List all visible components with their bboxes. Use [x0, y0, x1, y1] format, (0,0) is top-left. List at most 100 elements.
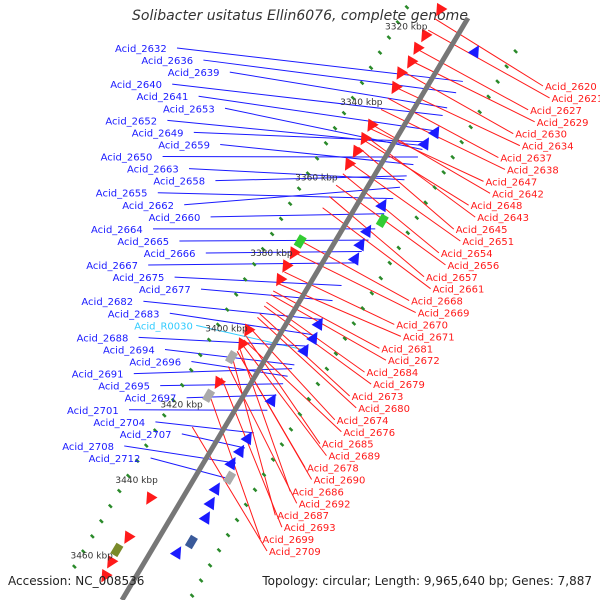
gene-block[interactable]: [224, 349, 239, 365]
gene-arrow[interactable]: [353, 238, 365, 252]
gene-label-right[interactable]: Acid_2676: [343, 428, 395, 439]
gene-label-left[interactable]: Acid_2641: [137, 92, 189, 103]
gene-label-left[interactable]: Acid_2662: [122, 201, 174, 212]
gene-arrow[interactable]: [375, 198, 387, 213]
gene-label-right[interactable]: Acid_2692: [299, 499, 351, 510]
gene-arrow[interactable]: [124, 530, 136, 544]
gene-arrow[interactable]: [352, 144, 364, 158]
gene-label-right[interactable]: Acid_2689: [328, 452, 380, 463]
gene-block[interactable]: [202, 388, 216, 403]
gene-label-left[interactable]: Acid_2663: [127, 165, 179, 176]
gene-arrow[interactable]: [396, 66, 408, 80]
gene-arrow[interactable]: [297, 343, 309, 358]
gene-label-left[interactable]: Acid_2691: [72, 370, 124, 381]
gene-arrow[interactable]: [344, 157, 357, 171]
gene-label-right[interactable]: Acid_2693: [284, 523, 336, 534]
gene-label-left[interactable]: Acid_2659: [158, 140, 210, 151]
gene-arrow[interactable]: [347, 252, 360, 266]
gene-arrow[interactable]: [264, 393, 276, 408]
gene-label-right[interactable]: Acid_2680: [358, 404, 410, 415]
gene-label-left[interactable]: Acid_2632: [115, 44, 167, 55]
gene-label-left[interactable]: Acid_2708: [62, 442, 114, 453]
gene-arrow[interactable]: [360, 224, 372, 238]
gene-label-right[interactable]: Acid_2661: [433, 285, 485, 296]
gene-label-right[interactable]: Acid_2630: [515, 130, 567, 141]
gene-label-left[interactable]: Acid_2649: [132, 128, 184, 139]
gene-label-right[interactable]: Acid_2637: [500, 154, 552, 165]
gene-label-left[interactable]: Acid_R0030: [134, 321, 193, 332]
gene-label-right[interactable]: Acid_2621: [552, 94, 600, 105]
gene-label-right[interactable]: Acid_2648: [471, 201, 523, 212]
gene-arrow[interactable]: [198, 511, 210, 525]
gene-label-left[interactable]: Acid_2664: [91, 225, 143, 236]
gene-label-right[interactable]: Acid_2684: [367, 368, 419, 379]
gene-label-left[interactable]: Acid_2650: [101, 153, 153, 164]
gene-arrow[interactable]: [391, 80, 403, 95]
gene-arrow[interactable]: [467, 45, 479, 59]
gene-label-left[interactable]: Acid_2694: [103, 345, 155, 356]
gene-label-right[interactable]: Acid_2642: [492, 189, 544, 200]
gene-label-right[interactable]: Acid_2670: [396, 320, 448, 331]
gene-label-right[interactable]: Acid_2686: [292, 487, 344, 498]
gene-label-right[interactable]: Acid_2620: [545, 82, 597, 93]
gene-arrow[interactable]: [101, 569, 113, 583]
gene-label-right[interactable]: Acid_2643: [477, 213, 529, 224]
gene-label-right[interactable]: Acid_2669: [418, 309, 470, 320]
gene-arrow[interactable]: [360, 131, 372, 146]
gene-block[interactable]: [110, 542, 124, 558]
gene-label-right[interactable]: Acid_2678: [307, 464, 359, 475]
gene-label-right[interactable]: Acid_2672: [388, 356, 440, 367]
gene-arrow[interactable]: [240, 431, 252, 446]
gene-arrow[interactable]: [232, 444, 245, 459]
gene-label-left[interactable]: Acid_2701: [67, 406, 119, 417]
gene-arrow[interactable]: [208, 482, 220, 496]
gene-arrow[interactable]: [428, 125, 440, 140]
gene-arrow[interactable]: [238, 337, 250, 351]
gene-label-right[interactable]: Acid_2685: [322, 440, 374, 451]
gene-label-right[interactable]: Acid_2671: [403, 332, 455, 343]
gene-label-left[interactable]: Acid_2677: [139, 285, 191, 296]
gene-label-right[interactable]: Acid_2657: [426, 273, 478, 284]
gene-label-left[interactable]: Acid_2683: [108, 309, 160, 320]
gene-block[interactable]: [223, 470, 237, 486]
gene-arrow[interactable]: [413, 41, 425, 55]
gene-label-right[interactable]: Acid_2668: [411, 297, 463, 308]
gene-block[interactable]: [375, 213, 389, 229]
gene-arrow[interactable]: [407, 55, 419, 69]
gene-label-left[interactable]: Acid_2696: [129, 358, 181, 369]
gene-label-left[interactable]: Acid_2655: [96, 189, 148, 200]
gene-label-right[interactable]: Acid_2673: [352, 392, 404, 403]
gene-label-left[interactable]: Acid_2675: [113, 273, 165, 284]
gene-label-right[interactable]: Acid_2690: [314, 475, 366, 486]
gene-label-left[interactable]: Acid_2712: [89, 454, 141, 465]
gene-block[interactable]: [184, 534, 198, 550]
gene-arrow[interactable]: [282, 259, 294, 273]
gene-label-left[interactable]: Acid_2660: [149, 213, 201, 224]
gene-label-right[interactable]: Acid_2679: [373, 380, 425, 391]
gene-label-left[interactable]: Acid_2652: [105, 116, 157, 127]
gene-label-right[interactable]: Acid_2651: [462, 237, 514, 248]
gene-label-left[interactable]: Acid_2697: [125, 394, 177, 405]
gene-arrow[interactable]: [311, 317, 323, 331]
gene-label-left[interactable]: Acid_2682: [81, 297, 133, 308]
gene-label-right[interactable]: Acid_2627: [530, 106, 582, 117]
gene-label-right[interactable]: Acid_2681: [381, 344, 433, 355]
gene-label-right[interactable]: Acid_2645: [456, 225, 508, 236]
gene-label-left[interactable]: Acid_2640: [110, 80, 162, 91]
gene-arrow[interactable]: [169, 546, 182, 560]
gene-label-left[interactable]: Acid_2666: [144, 249, 196, 260]
gene-arrow[interactable]: [421, 28, 433, 43]
gene-label-left[interactable]: Acid_2658: [153, 177, 205, 188]
gene-label-right[interactable]: Acid_2629: [537, 118, 589, 129]
gene-label-left[interactable]: Acid_2639: [168, 68, 220, 79]
gene-label-right[interactable]: Acid_2687: [277, 511, 329, 522]
gene-label-right[interactable]: Acid_2638: [507, 165, 559, 176]
gene-label-left[interactable]: Acid_2695: [98, 382, 150, 393]
gene-label-left[interactable]: Acid_2665: [117, 237, 169, 248]
gene-label-right[interactable]: Acid_2634: [522, 142, 574, 153]
gene-label-left[interactable]: Acid_2688: [77, 333, 129, 344]
gene-label-left[interactable]: Acid_2653: [163, 104, 215, 115]
gene-arrow[interactable]: [417, 137, 429, 151]
gene-label-right[interactable]: Acid_2656: [447, 261, 499, 272]
gene-label-left[interactable]: Acid_2707: [120, 430, 172, 441]
